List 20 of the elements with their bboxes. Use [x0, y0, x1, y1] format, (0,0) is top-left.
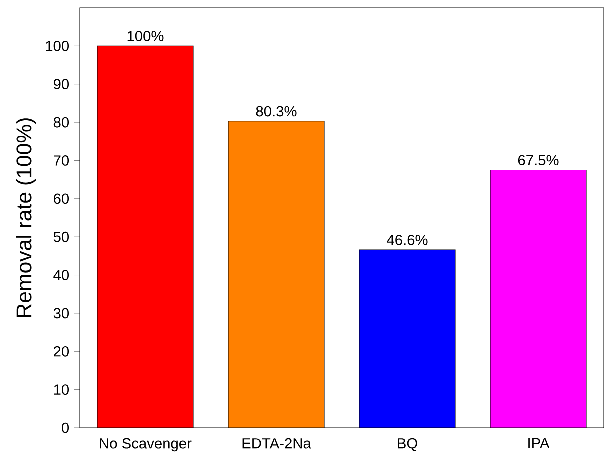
data-label: 100% [128, 31, 164, 42]
y-tick-label: 90 [54, 79, 70, 90]
x-tick-label: No Scavenger [100, 438, 192, 452]
y-tick-label: 80 [54, 117, 70, 128]
y-tick-label: 50 [54, 232, 70, 242]
y-tick-label: 20 [54, 346, 70, 357]
y-tick-label: 60 [54, 194, 70, 204]
y-tick-label: 10 [54, 384, 70, 396]
y-tick-label: 30 [54, 308, 70, 319]
data-label: 46.6% [387, 234, 428, 246]
x-tick-label: IPA [528, 438, 550, 448]
x-tick-label: BQ [398, 438, 418, 452]
y-tick-label: 70 [54, 156, 70, 166]
data-label: 67.5% [518, 155, 559, 166]
y-tick-label: 40 [54, 270, 70, 280]
data-label: 80.3% [256, 106, 297, 117]
y-tick-label: 100 [46, 41, 70, 52]
y-axis-title: Removal rate (100%) [16, 118, 36, 318]
x-tick-label: EDTA-2Na [242, 438, 312, 449]
y-tick-label: 0 [62, 422, 70, 434]
